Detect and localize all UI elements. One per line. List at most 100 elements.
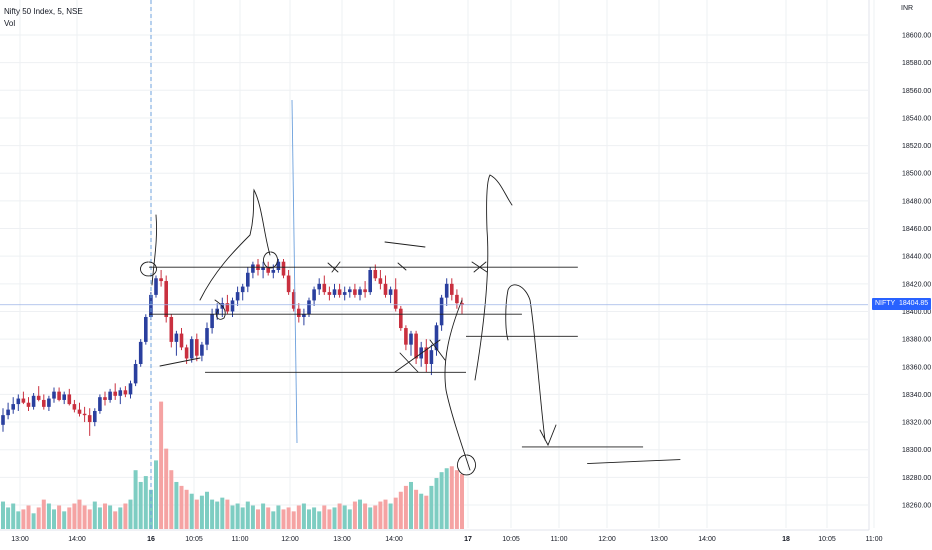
price-tick-label: 18420.00 (902, 281, 931, 288)
volume-bar (26, 505, 31, 529)
freehand-stroke (140, 261, 157, 277)
candle-body (434, 325, 439, 351)
candle-body (184, 347, 189, 359)
candle-body (302, 314, 306, 317)
volume-bar (210, 499, 215, 529)
time-tick-label: 18 (782, 536, 790, 543)
volume-bar (240, 507, 245, 529)
volume-bar (92, 501, 97, 529)
volume-bar (444, 468, 449, 529)
candle-body (154, 278, 158, 295)
candle-body (31, 395, 36, 407)
volume-bar (62, 511, 67, 529)
freehand-stroke (444, 299, 471, 471)
candle-body (189, 339, 194, 359)
candle-body (439, 297, 444, 326)
last-price-badge: 18404.85 (896, 298, 932, 310)
candle-body (342, 292, 347, 295)
price-tick-label: 18460.00 (902, 226, 931, 233)
volume-bar (342, 505, 347, 529)
freehand-stroke (159, 357, 201, 367)
price-tick-label: 18280.00 (902, 475, 931, 482)
volume-bar (327, 509, 332, 529)
freehand-stroke (473, 261, 487, 273)
price-tick-label: 18400.00 (902, 309, 931, 316)
volume-bar (261, 503, 266, 529)
candle-body (118, 390, 123, 396)
candle-body (429, 350, 434, 364)
candle-body (62, 394, 66, 400)
symbol-badge: NIFTY (872, 298, 899, 310)
time-tick-label: 13:00 (11, 536, 29, 543)
volume-bar (143, 476, 148, 529)
price-tick-label: 18580.00 (902, 60, 931, 67)
volume-bar (286, 507, 291, 529)
candle-body (388, 289, 393, 295)
volume-bar (301, 503, 306, 529)
volume-bar (398, 491, 403, 529)
volume-bar (184, 489, 189, 529)
candle-body (36, 395, 41, 400)
freehand-drawings (140, 174, 681, 476)
freehand-stroke (384, 241, 426, 248)
volume-bar (409, 481, 413, 529)
candle-body (251, 264, 255, 273)
volume-bar (266, 507, 271, 529)
volume-bar (103, 503, 107, 529)
volume-bar (16, 511, 21, 529)
volume-label: Vol (4, 19, 16, 28)
volume-bar (67, 507, 72, 529)
price-axis[interactable]: 18600.00 18580.00 18560.00 18540.00 18520.00… (868, 0, 931, 530)
time-tick-label: 14:00 (385, 536, 403, 543)
volume-bar (383, 499, 388, 529)
candle-body (87, 415, 92, 423)
volume-bar (164, 448, 169, 529)
freehand-stroke (151, 214, 157, 286)
time-axis[interactable]: 13:00 14:00 16 10:05 11:00 12:00 13:00 14:00 17 1… (0, 529, 883, 543)
candle-body (93, 411, 97, 423)
candle-body (291, 292, 296, 309)
time-tick-label: 14:00 (698, 536, 716, 543)
volume-bar (108, 505, 113, 529)
time-tick-label: 11:00 (232, 536, 249, 543)
candle-body (266, 267, 270, 273)
price-tick-label: 18600.00 (902, 33, 931, 40)
volume-bar (414, 489, 419, 529)
candle-body (414, 333, 418, 359)
volume-bar (169, 470, 174, 529)
time-tick-label: 10:05 (502, 536, 520, 543)
symbol-title[interactable]: Nifty 50 Index, 5, NSE (4, 7, 83, 16)
candle-body (373, 270, 378, 279)
candle-body (128, 383, 133, 395)
time-tick-label: 16 (147, 536, 155, 543)
candle-body (200, 344, 204, 356)
freehand-stroke (394, 339, 441, 373)
candle-body (353, 289, 357, 295)
candle-body (327, 292, 332, 295)
candle-body (113, 391, 117, 396)
candle-body (368, 270, 372, 293)
price-tick-label: 18380.00 (902, 337, 931, 344)
time-tick-label: 10:05 (185, 536, 203, 543)
volume-bar (199, 495, 204, 529)
volume-bar (337, 503, 342, 529)
candle-body (424, 347, 429, 364)
candle-body (297, 308, 301, 317)
candle-body (42, 399, 46, 407)
candle-body (271, 270, 276, 273)
candle-body (455, 294, 459, 304)
candle-body (261, 267, 265, 270)
volume-bar (159, 401, 164, 529)
volume-bar (322, 505, 327, 529)
candle-body (179, 333, 184, 348)
freehand-stroke (327, 262, 339, 273)
volume-bar (235, 503, 240, 529)
volume-bar (347, 509, 352, 529)
time-tick-label: 12:00 (598, 536, 616, 543)
currency-label: INR (901, 5, 914, 12)
volume-bar (118, 507, 123, 529)
volume-bar (77, 499, 82, 529)
freehand-stroke (474, 174, 513, 381)
candle-body (133, 364, 138, 384)
